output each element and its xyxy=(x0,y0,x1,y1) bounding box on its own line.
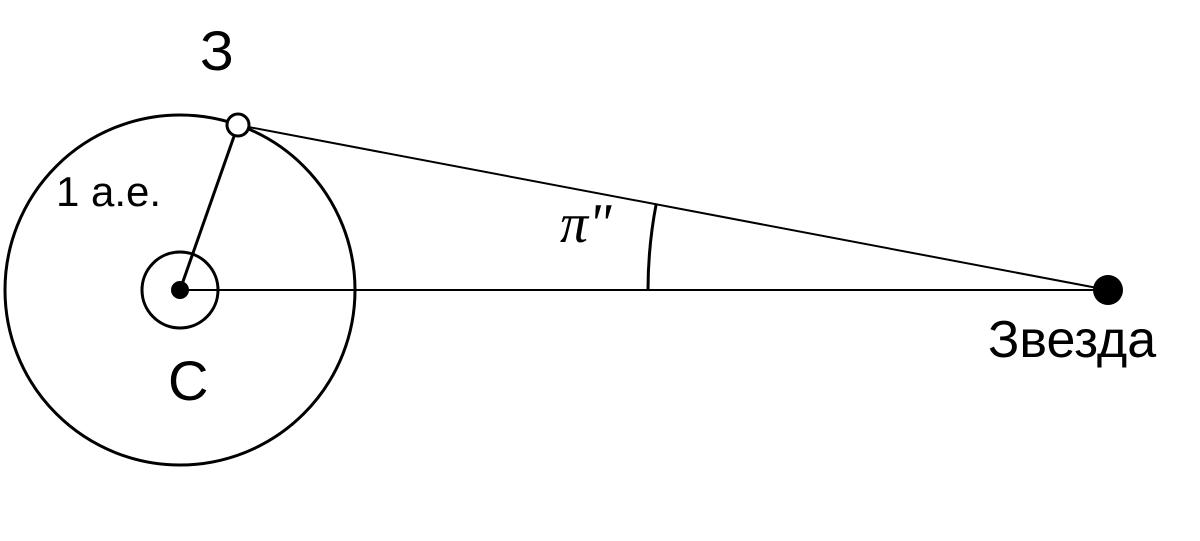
diagram-svg xyxy=(0,0,1200,536)
earth-circle xyxy=(227,114,249,136)
angle-label: π" xyxy=(560,192,612,256)
au-label: 1 а.е. xyxy=(56,168,161,216)
star-dot xyxy=(1093,275,1123,305)
earth-label: З xyxy=(200,18,234,83)
angle-arc xyxy=(648,203,656,290)
parallax-diagram: З С 1 а.е. π" Звезда xyxy=(0,0,1200,536)
star-label: Звезда xyxy=(988,310,1156,370)
earth-star-line xyxy=(238,125,1108,290)
sun-label: С xyxy=(168,348,208,413)
